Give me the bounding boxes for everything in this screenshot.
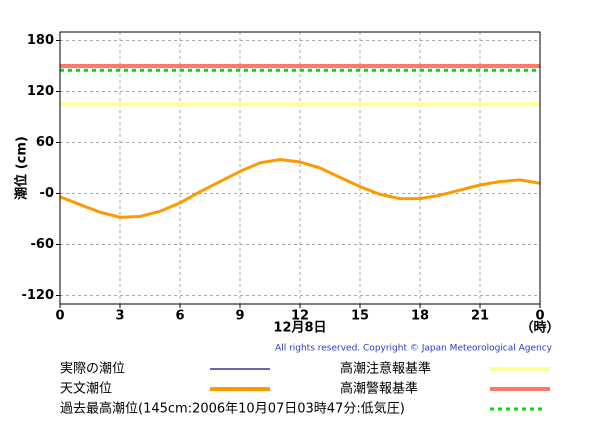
y-tick-label: -120: [21, 288, 54, 303]
y-tick-label: 60: [36, 135, 54, 150]
plot-area: [59, 31, 541, 305]
y-tick-label: -0: [40, 186, 54, 201]
x-tick-label: 3: [115, 309, 124, 324]
x-axis-unit: （時）: [520, 320, 559, 336]
tide-line: [59, 158, 541, 219]
plot-border: [59, 31, 541, 305]
legend-label: 過去最高潮位(145cm:2006年10月07日03時47分:低気圧): [60, 401, 405, 417]
y-tick-label: -60: [31, 237, 55, 252]
legend-label: 天文潮位: [60, 382, 112, 397]
x-tick-label: 12: [291, 309, 309, 324]
x-tick-label: 0: [55, 309, 64, 324]
x-tick-label: 6: [175, 309, 184, 324]
y-tick-label: 180: [27, 33, 54, 48]
y-axis-label: 潮位 (cm): [14, 136, 30, 200]
x-axis-label: 12月8日: [273, 321, 326, 336]
x-tick-label: 0: [535, 309, 544, 324]
x-tick-label: 15: [351, 309, 369, 324]
x-tick-label: 21: [471, 309, 489, 324]
legend-label: 高潮警報基準: [340, 381, 418, 397]
x-tick-label: 9: [235, 309, 244, 324]
legend-label: 実際の潮位: [60, 361, 125, 377]
y-tick-label: 120: [27, 84, 54, 99]
legend-label: 高潮注意報基準: [340, 361, 431, 377]
copyright: All rights reserved. Copyright © Japan M…: [275, 344, 553, 354]
x-tick-label: 18: [411, 309, 429, 324]
